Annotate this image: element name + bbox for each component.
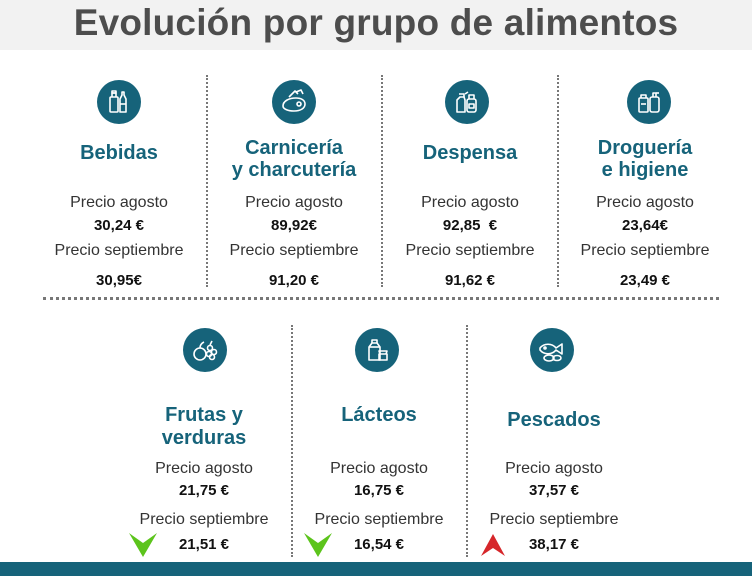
price-september-label: Precio septiembre (405, 242, 535, 259)
price-august-value: 37,57 € (528, 482, 580, 499)
price-september-value: 91,62 € (444, 272, 496, 289)
vertical-divider (291, 325, 293, 557)
category-name: Carnicería (245, 137, 343, 159)
price-august-label: Precio agosto (596, 194, 694, 211)
category-name: Despensa (422, 142, 518, 164)
price-august-label: Precio agosto (421, 194, 519, 211)
price-september-label: Precio septiembre (54, 242, 184, 259)
fish-icon (530, 328, 574, 372)
price-september-value: 21,51 € (178, 536, 230, 553)
bottom-bar (0, 562, 752, 576)
price-august-value: 89,92€ (271, 217, 317, 234)
card-drogueria: Droguería e higiene Precio agosto 23,64€… (560, 80, 730, 295)
price-august-value: 92,85 € (442, 217, 498, 234)
price-august-label: Precio agosto (505, 460, 603, 477)
card-despensa: Despensa Precio agosto 92,85 € Precio se… (384, 80, 556, 295)
category-name-line2: e higiene (601, 159, 689, 181)
price-september-label: Precio septiembre (580, 242, 710, 259)
price-up-arrow-icon (481, 534, 505, 556)
price-september-value: 38,17 € (528, 536, 580, 553)
cleaning-products-icon (627, 80, 671, 124)
price-september-value: 30,95€ (96, 272, 142, 289)
price-down-arrow-icon (129, 533, 157, 557)
price-down-arrow-icon (304, 533, 332, 557)
page-title: Evolución por grupo de alimentos (73, 2, 679, 43)
category-name: Droguería (597, 137, 693, 159)
price-september-label: Precio septiembre (489, 511, 619, 528)
price-august-label: Precio agosto (330, 460, 428, 477)
category-name: Frutas y (165, 404, 243, 426)
horizontal-divider (43, 297, 719, 300)
price-august-value: 23,64€ (622, 217, 668, 234)
price-august-label: Precio agosto (245, 194, 343, 211)
card-pescados: Pescados Precio agosto 37,57 € Precio se… (469, 325, 639, 560)
card-lacteos: Lácteos Precio agosto 16,75 € Precio sep… (294, 325, 464, 560)
price-september-value: 91,20 € (268, 272, 320, 289)
vertical-divider (206, 75, 208, 287)
category-name: Lácteos (341, 404, 417, 426)
price-september-label: Precio septiembre (314, 511, 444, 528)
vertical-divider (381, 75, 383, 287)
price-september-value: 23,49 € (619, 272, 671, 289)
price-august-label: Precio agosto (155, 460, 253, 477)
price-august-label: Precio agosto (70, 194, 168, 211)
card-frutas-verduras: Frutas y verduras Precio agosto 21,75 € … (119, 325, 289, 560)
category-name: Bebidas (80, 142, 158, 164)
price-september-label: Precio septiembre (229, 242, 359, 259)
beverage-bottles-icon (97, 80, 141, 124)
category-name-line2: y charcutería (231, 159, 357, 181)
price-september-value: 16,54 € (353, 536, 405, 553)
price-september-label: Precio septiembre (139, 511, 269, 528)
fruits-vegetables-icon (183, 328, 227, 372)
card-carniceria: Carnicería y charcutería Precio agosto 8… (208, 80, 380, 295)
price-august-value: 16,75 € (353, 482, 405, 499)
price-august-value: 30,24 € (93, 217, 145, 234)
title-bar (0, 0, 752, 50)
pantry-products-icon (445, 80, 489, 124)
price-august-value: 21,75 € (178, 482, 230, 499)
meat-icon (272, 80, 316, 124)
dairy-products-icon (355, 328, 399, 372)
category-name-line2: verduras (161, 427, 247, 449)
vertical-divider (557, 75, 559, 287)
card-bebidas: Bebidas Precio agosto 30,24 € Precio sep… (34, 80, 204, 295)
category-name: Pescados (507, 409, 601, 431)
vertical-divider (466, 325, 468, 557)
